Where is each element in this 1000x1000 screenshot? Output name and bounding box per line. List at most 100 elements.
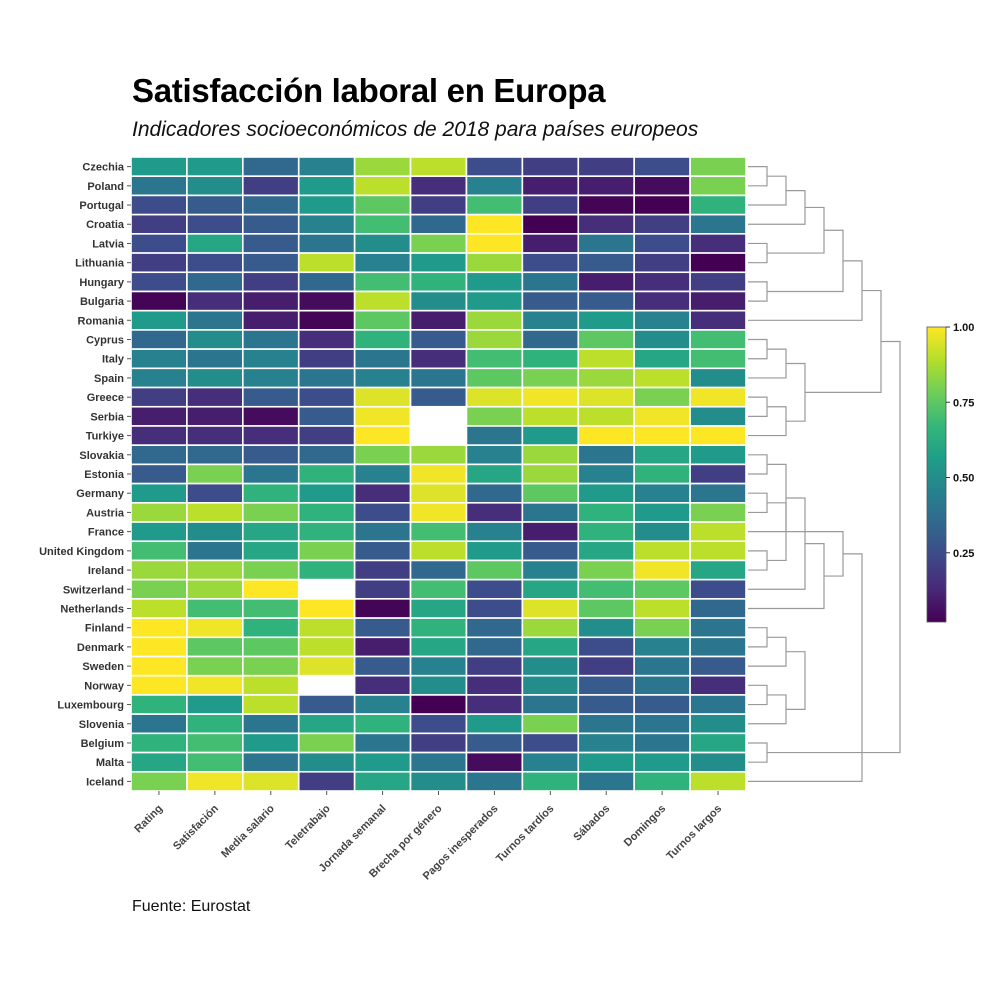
dendrogram-link xyxy=(748,497,806,590)
heatmap-cell xyxy=(242,617,300,639)
heatmap-cell xyxy=(577,636,635,658)
heatmap-cell xyxy=(633,617,691,639)
heatmap-cell xyxy=(186,540,244,562)
heatmap-cell xyxy=(186,694,244,715)
heatmap-cell xyxy=(409,290,468,312)
heatmap-cell xyxy=(409,521,468,543)
heatmap-cell xyxy=(689,444,747,466)
heatmap-cell xyxy=(409,598,468,619)
heatmap-cell xyxy=(409,213,468,235)
heatmap-cell xyxy=(465,751,524,773)
heatmap-cell xyxy=(130,233,188,254)
dendrogram-link xyxy=(748,260,863,321)
heatmap-cell xyxy=(409,655,468,677)
heatmap-cell xyxy=(297,194,356,216)
heatmap-cell xyxy=(353,598,412,619)
heatmap-cell xyxy=(130,252,188,274)
heatmap-cell xyxy=(409,348,468,370)
heatmap-cell xyxy=(186,405,244,427)
heatmap-cell xyxy=(521,694,580,715)
row-label: Cyprus xyxy=(86,335,124,347)
heatmap-cell xyxy=(242,540,300,562)
dendrogram-link xyxy=(748,338,768,360)
heatmap-cell xyxy=(353,751,412,773)
heatmap-cell xyxy=(465,329,524,350)
heatmap-cell xyxy=(130,463,188,485)
heatmap-cell xyxy=(633,636,691,658)
heatmap-cell xyxy=(577,309,635,331)
row-label: Lithuania xyxy=(75,258,125,270)
column-label: Domingos xyxy=(622,803,669,850)
heatmap-cell xyxy=(242,367,300,389)
row-label: France xyxy=(88,527,124,539)
dendrogram-link xyxy=(748,553,863,782)
heatmap-cell xyxy=(633,386,691,408)
heatmap-cell xyxy=(353,329,412,350)
heatmap-cell xyxy=(577,271,635,293)
heatmap-cell xyxy=(577,367,635,389)
heatmap-cell xyxy=(577,425,635,446)
heatmap-cell xyxy=(689,732,747,754)
heatmap-cell xyxy=(465,194,524,216)
heatmap-cell xyxy=(577,386,635,408)
heatmap-cell xyxy=(409,329,468,350)
heatmap-cell xyxy=(521,213,580,235)
heatmap-cell xyxy=(577,770,635,792)
heatmap-cell xyxy=(186,578,244,600)
heatmap-cell xyxy=(186,156,244,178)
dendrogram-link xyxy=(786,651,806,710)
heatmap-cell xyxy=(465,559,524,581)
colorbar-tick-label: 0.50 xyxy=(953,473,974,485)
heatmap-cell xyxy=(130,329,188,350)
heatmap-cell xyxy=(409,732,468,754)
heatmap-cell xyxy=(521,521,580,543)
heatmap-cell xyxy=(465,252,524,274)
heatmap-cell xyxy=(130,674,188,696)
heatmap-cell xyxy=(465,732,524,754)
heatmap-cell xyxy=(689,521,747,543)
colorbar: 0.25 0.50 0.75 1.00 xyxy=(926,322,974,623)
row-label: Slovakia xyxy=(79,450,125,462)
heatmap-cell xyxy=(465,578,524,600)
heatmap-cell xyxy=(521,252,580,274)
heatmap-cell xyxy=(242,194,300,216)
heatmap-cell xyxy=(186,559,244,581)
heatmap-cell xyxy=(242,405,300,427)
heatmap-cell xyxy=(633,367,691,389)
heatmap-cell xyxy=(521,770,580,792)
heatmap-cell xyxy=(521,309,580,331)
page-subtitle: Indicadores socioeconómicos de 2018 para… xyxy=(132,118,699,141)
heatmap-cell xyxy=(577,233,635,254)
heatmap-cell xyxy=(465,444,524,466)
heatmap-cell xyxy=(186,674,244,696)
heatmap-cell xyxy=(633,213,691,235)
heatmap-cell xyxy=(409,271,468,293)
heatmap-cell xyxy=(186,175,244,197)
heatmap-cell xyxy=(689,386,747,408)
heatmap-cell xyxy=(186,598,244,619)
heatmap-cell xyxy=(353,252,412,274)
heatmap-cell xyxy=(242,713,300,735)
heatmap-cell xyxy=(409,770,468,792)
column-label: Turnos tardíos xyxy=(494,803,556,865)
heatmap-cell xyxy=(353,348,412,370)
heatmap-cell xyxy=(130,444,188,466)
heatmap-cell xyxy=(242,386,300,408)
heatmap-cell xyxy=(577,213,635,235)
heatmap-cell xyxy=(186,386,244,408)
heatmap-cell xyxy=(130,732,188,754)
heatmap-cell xyxy=(577,598,635,619)
row-label: Denmark xyxy=(77,642,125,654)
heatmap-cell xyxy=(521,425,580,446)
heatmap-cell xyxy=(465,502,524,523)
heatmap-cell xyxy=(353,367,412,389)
row-label: Greece xyxy=(87,392,124,404)
heatmap-cell xyxy=(186,713,244,735)
heatmap-cell xyxy=(577,329,635,350)
heatmap-cell xyxy=(130,559,188,581)
heatmap-cell xyxy=(521,290,580,312)
heatmap-cell xyxy=(297,290,356,312)
heatmap-cell xyxy=(577,540,635,562)
heatmap-cell xyxy=(633,405,691,427)
heatmap-cell xyxy=(130,502,188,523)
